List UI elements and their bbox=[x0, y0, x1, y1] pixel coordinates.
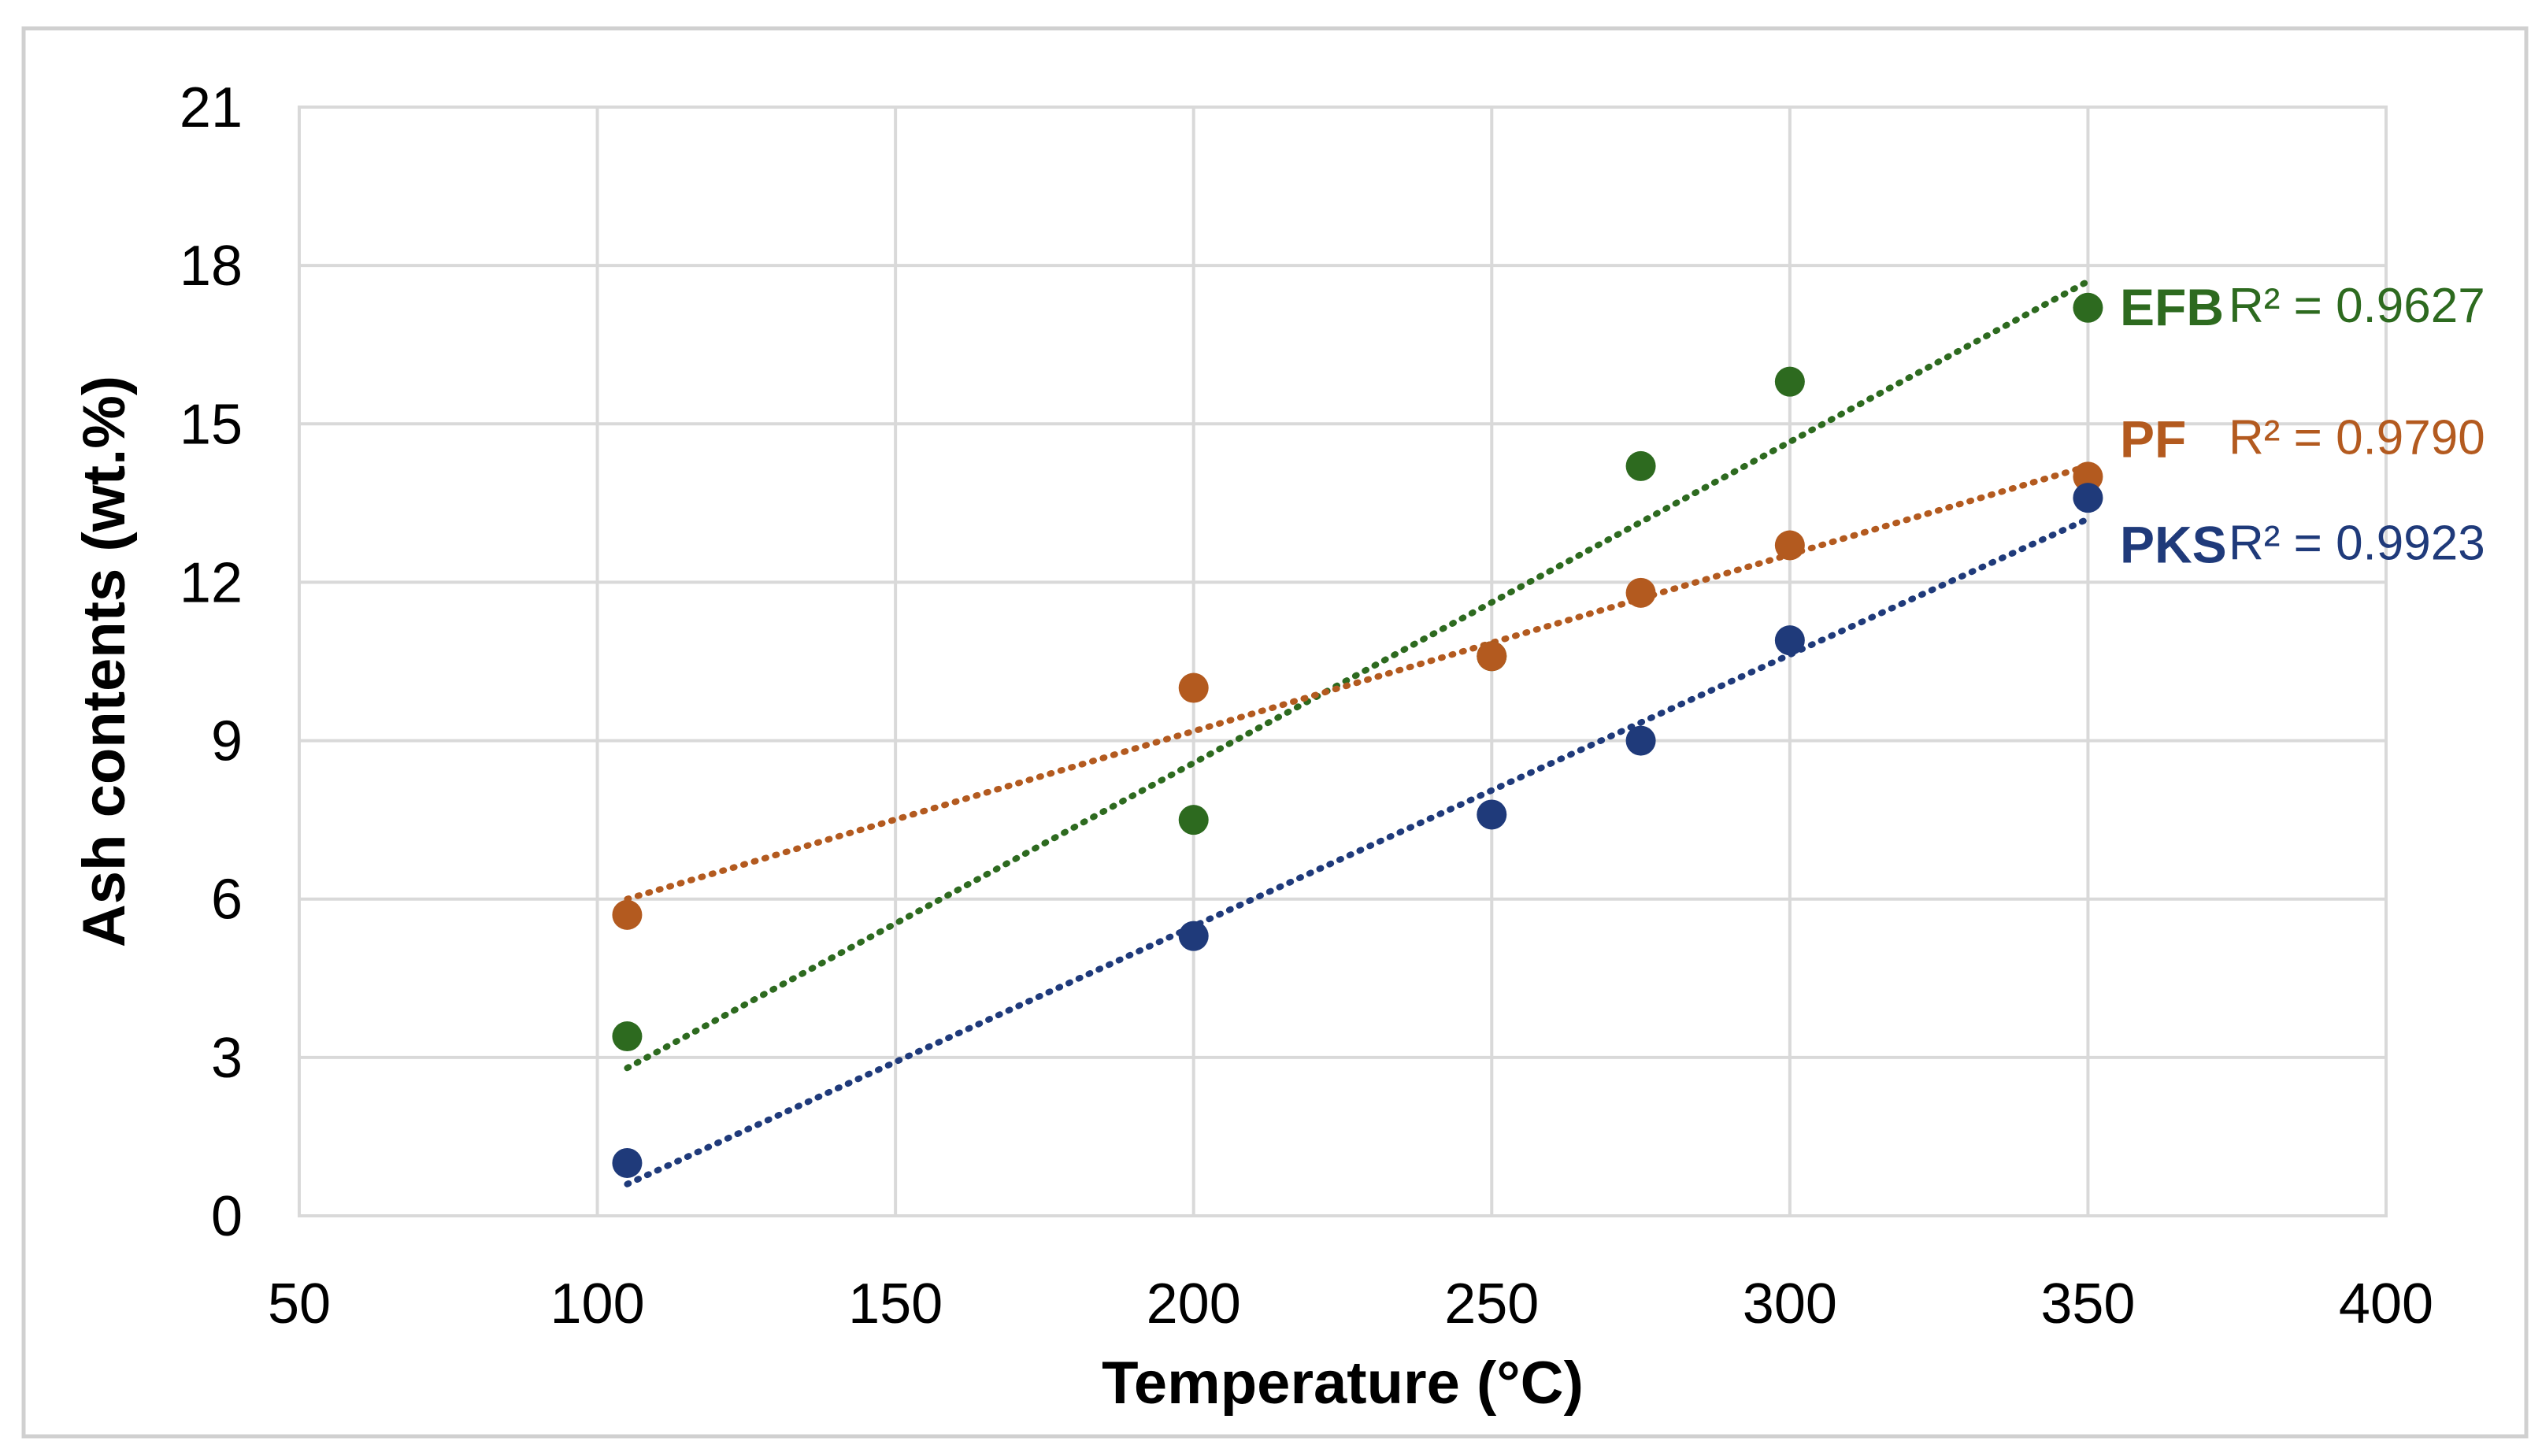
efb-data-point bbox=[1178, 805, 1209, 835]
pks-data-point bbox=[1178, 921, 1209, 951]
x-tick-label: 400 bbox=[2339, 1273, 2433, 1336]
x-tick-label: 300 bbox=[1743, 1273, 1837, 1336]
pks-trendline bbox=[624, 515, 2092, 1187]
pks-data-point bbox=[1774, 625, 1805, 656]
y-tick-label: 6 bbox=[211, 869, 243, 932]
tick-labels: 50 100 150 200 250 300 350 400 0 3 6 9 12 15 18 21 bbox=[180, 76, 2433, 1336]
pf-series-label: PF bbox=[2120, 409, 2186, 468]
pf-r2-label: R² = 0.9790 bbox=[2229, 410, 2485, 465]
y-tick-label: 12 bbox=[180, 551, 243, 614]
gridlines bbox=[298, 106, 2388, 1217]
x-tick-label: 350 bbox=[2040, 1273, 2135, 1336]
pf-data-point bbox=[1178, 672, 1209, 703]
pf-data-point bbox=[1625, 577, 1656, 608]
x-tick-label: 200 bbox=[1147, 1273, 1241, 1336]
efb-data-point bbox=[1625, 450, 1656, 481]
efb-series-label: EFB bbox=[2120, 278, 2224, 336]
y-tick-label: 21 bbox=[180, 76, 243, 139]
pks-data-point bbox=[1625, 725, 1656, 756]
pks-series-label: PKS bbox=[2120, 515, 2227, 573]
pf-data-point bbox=[612, 899, 643, 930]
y-tick-label: 9 bbox=[211, 710, 243, 773]
pks-data-point bbox=[612, 1147, 643, 1178]
efb-data-point bbox=[1774, 366, 1805, 397]
y-axis-title: Ash contents (wt.%) bbox=[71, 376, 138, 947]
efb-r2-label: R² = 0.9627 bbox=[2229, 279, 2485, 333]
pks-data-point bbox=[1477, 799, 1507, 830]
pf-trendline bbox=[624, 462, 2092, 902]
x-tick-label: 250 bbox=[1444, 1273, 1539, 1336]
y-tick-label: 0 bbox=[211, 1185, 243, 1248]
x-axis-title: Temperature (°C) bbox=[1102, 1350, 1584, 1417]
x-tick-label: 150 bbox=[848, 1273, 943, 1336]
y-tick-label: 15 bbox=[180, 393, 243, 456]
efb-data-point bbox=[2073, 292, 2103, 323]
chart-border bbox=[21, 26, 2529, 1439]
efb-data-point bbox=[612, 1021, 643, 1052]
pks-data-point bbox=[2073, 483, 2103, 513]
data-points bbox=[612, 292, 2103, 1178]
y-tick-label: 18 bbox=[180, 235, 243, 298]
y-tick-label: 3 bbox=[211, 1027, 243, 1090]
pf-data-point bbox=[2073, 461, 2103, 492]
pf-data-point bbox=[1774, 530, 1805, 561]
x-tick-label: 100 bbox=[550, 1273, 645, 1336]
pf-data-point bbox=[1477, 641, 1507, 672]
x-tick-label: 50 bbox=[268, 1273, 331, 1336]
trendlines bbox=[624, 278, 2092, 1187]
efb-trendline bbox=[624, 278, 2092, 1072]
pks-r2-label: R² = 0.9923 bbox=[2229, 516, 2485, 570]
